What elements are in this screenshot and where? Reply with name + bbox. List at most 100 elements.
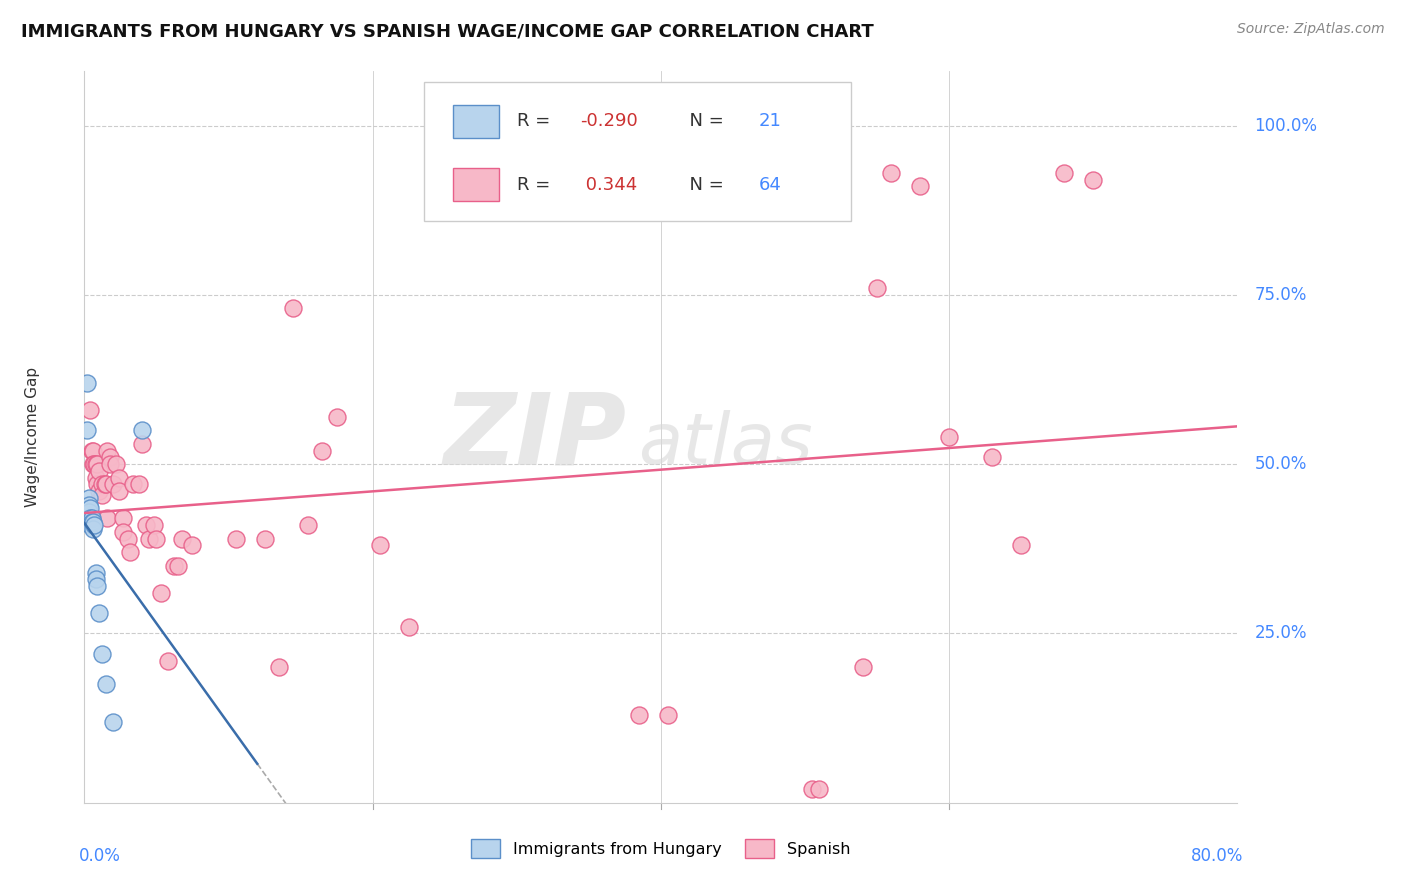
Point	[866, 281, 889, 295]
Point	[80, 443, 103, 458]
Point	[131, 423, 153, 437]
Point	[82, 521, 104, 535]
Point	[83, 518, 105, 533]
Point	[112, 511, 135, 525]
Point	[156, 654, 179, 668]
Point	[163, 558, 186, 573]
Point	[138, 532, 160, 546]
Point	[128, 477, 150, 491]
Text: IMMIGRANTS FROM HUNGARY VS SPANISH WAGE/INCOME GAP CORRELATION CHART: IMMIGRANTS FROM HUNGARY VS SPANISH WAGE/…	[21, 22, 875, 40]
Point	[96, 443, 118, 458]
Point	[981, 450, 1004, 465]
Point	[86, 477, 108, 491]
Point	[96, 511, 118, 525]
Point	[938, 430, 960, 444]
Point	[79, 403, 101, 417]
Text: 25.0%: 25.0%	[1254, 624, 1308, 642]
Point	[79, 501, 101, 516]
Text: 80.0%: 80.0%	[1191, 847, 1243, 864]
Point	[801, 782, 824, 797]
Point	[98, 457, 121, 471]
Point	[77, 498, 100, 512]
Point	[145, 532, 167, 546]
Point	[79, 511, 101, 525]
Text: 21: 21	[759, 112, 782, 130]
Point	[105, 457, 128, 471]
Point	[98, 450, 121, 465]
Point	[87, 606, 110, 620]
Point	[297, 518, 319, 533]
Point	[103, 714, 124, 729]
Point	[76, 376, 98, 390]
Bar	[453, 169, 499, 202]
Text: atlas: atlas	[638, 410, 813, 479]
Point	[90, 647, 112, 661]
FancyBboxPatch shape	[425, 82, 851, 221]
Point	[83, 457, 105, 471]
Point	[122, 477, 145, 491]
Text: R =: R =	[517, 176, 555, 194]
Point	[84, 457, 107, 471]
Point	[86, 457, 108, 471]
Point	[398, 620, 420, 634]
Point	[880, 166, 903, 180]
Point	[267, 660, 290, 674]
Point	[172, 532, 194, 546]
Point	[84, 572, 107, 586]
Point	[79, 518, 101, 533]
Point	[368, 538, 391, 552]
Point	[94, 477, 117, 491]
Point	[112, 524, 135, 539]
Point	[77, 491, 100, 505]
Point	[135, 518, 157, 533]
Point	[1053, 166, 1076, 180]
Text: N =: N =	[678, 112, 730, 130]
Point	[76, 423, 98, 437]
Point	[90, 477, 112, 491]
Text: 50.0%: 50.0%	[1254, 455, 1308, 473]
Point	[120, 545, 142, 559]
Text: 0.344: 0.344	[581, 176, 637, 194]
Point	[82, 443, 104, 458]
Point	[167, 558, 190, 573]
Legend: Immigrants from Hungary, Spanish: Immigrants from Hungary, Spanish	[465, 833, 856, 864]
Point	[808, 782, 831, 797]
Point	[77, 505, 100, 519]
Text: 0.0%: 0.0%	[79, 847, 121, 864]
Point	[94, 677, 117, 691]
Point	[80, 511, 103, 525]
Point	[80, 515, 103, 529]
Point	[87, 464, 110, 478]
Point	[149, 586, 172, 600]
Point	[142, 518, 165, 533]
Point	[93, 477, 115, 491]
Point	[131, 437, 153, 451]
Point	[325, 409, 347, 424]
Point	[84, 566, 107, 580]
Point	[86, 579, 108, 593]
Point	[79, 511, 101, 525]
Text: ZIP: ZIP	[443, 389, 626, 485]
Point	[90, 488, 112, 502]
Point	[82, 457, 104, 471]
Point	[657, 707, 679, 722]
Point	[181, 538, 204, 552]
Point	[283, 301, 305, 316]
Point	[628, 707, 651, 722]
Text: -0.290: -0.290	[581, 112, 638, 130]
Point	[1081, 172, 1104, 186]
Point	[253, 532, 276, 546]
Bar	[453, 104, 499, 137]
Text: Source: ZipAtlas.com: Source: ZipAtlas.com	[1237, 22, 1385, 37]
Point	[87, 484, 110, 499]
Text: N =: N =	[678, 176, 730, 194]
Point	[908, 179, 931, 194]
Point	[117, 532, 139, 546]
Text: 100.0%: 100.0%	[1254, 117, 1317, 135]
Point	[77, 511, 100, 525]
Point	[1010, 538, 1032, 552]
Point	[84, 471, 107, 485]
Text: 64: 64	[759, 176, 782, 194]
Text: R =: R =	[517, 112, 555, 130]
Text: 75.0%: 75.0%	[1254, 285, 1308, 304]
